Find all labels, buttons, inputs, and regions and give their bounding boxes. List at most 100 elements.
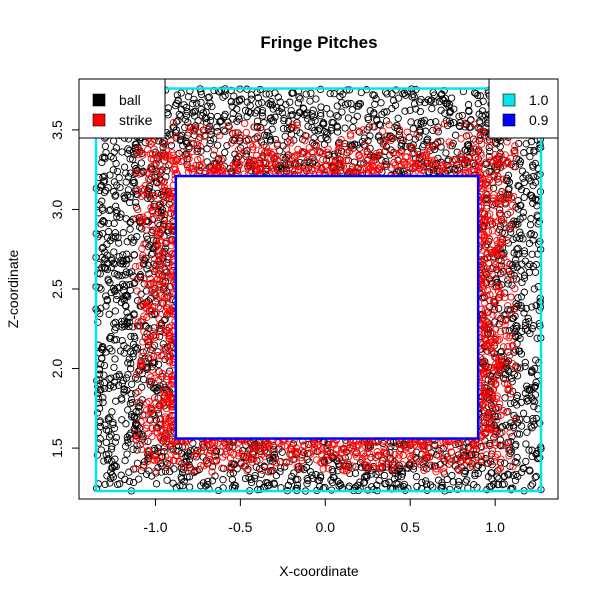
ball-point	[269, 117, 278, 125]
strike-point	[150, 255, 159, 263]
ball-point	[110, 219, 118, 227]
ball-point	[112, 202, 120, 210]
ball-point	[528, 192, 536, 200]
strike-point	[483, 394, 491, 403]
strike-point	[433, 126, 441, 134]
strike-point	[479, 292, 487, 300]
ball-point	[415, 98, 424, 106]
strike-point	[491, 283, 499, 291]
ball-point	[519, 208, 527, 217]
strike-point	[212, 457, 221, 465]
strike-point	[493, 450, 502, 459]
strike-point	[159, 139, 168, 147]
strike-point	[488, 227, 496, 235]
ball-point	[167, 342, 175, 350]
ball-point	[528, 250, 536, 258]
strike-point	[164, 309, 172, 317]
strike-point	[398, 460, 406, 469]
ball-point	[197, 98, 205, 107]
strike-point	[175, 458, 183, 466]
ball-point	[122, 374, 131, 382]
strike-point	[496, 328, 505, 336]
strike-point	[167, 336, 175, 345]
strike-point	[150, 177, 158, 186]
ball-point	[413, 482, 421, 491]
strike-point	[132, 370, 141, 379]
ball-point	[133, 459, 142, 467]
ball-point	[495, 474, 503, 483]
ball-point	[134, 403, 143, 411]
ball-point	[193, 99, 201, 107]
strike-point	[133, 275, 141, 283]
ball-point	[514, 294, 522, 302]
legend-label: strike	[119, 112, 153, 128]
ball-point	[522, 457, 530, 466]
strike-point	[180, 157, 188, 165]
ball-point	[120, 386, 128, 394]
strike-point	[374, 451, 382, 459]
ball-point	[512, 203, 520, 211]
strike-point	[221, 450, 230, 459]
strike-point	[473, 161, 482, 169]
strike-point	[304, 151, 312, 159]
ball-point	[520, 149, 528, 157]
ball-point	[322, 129, 331, 137]
ball-point	[164, 292, 172, 300]
strike-point	[483, 309, 491, 317]
ball-point	[338, 108, 346, 116]
ball-point	[535, 218, 543, 226]
strike-point	[503, 438, 511, 447]
ball-point	[100, 457, 108, 465]
strike-point	[286, 457, 294, 466]
strike-point	[480, 262, 488, 271]
ball-point	[110, 363, 118, 372]
ball-point	[174, 97, 182, 105]
strike-point	[248, 458, 256, 466]
ball-point	[352, 463, 360, 471]
strike-point	[472, 137, 480, 145]
strike-point	[432, 468, 440, 476]
ball-point	[309, 106, 317, 114]
ball-point	[495, 304, 503, 313]
ball-point	[511, 146, 519, 155]
strike-point	[141, 182, 149, 190]
ball-point	[513, 322, 521, 330]
ball-point	[130, 251, 138, 259]
y-axis-label: Z-coordinate	[5, 249, 21, 328]
ball-point	[504, 171, 513, 179]
ball-point	[266, 101, 275, 109]
ball-point	[532, 472, 541, 481]
ball-point	[293, 119, 301, 127]
strike-point	[362, 461, 371, 469]
ball-point	[104, 227, 113, 236]
ball-point	[138, 225, 146, 233]
strike-point	[134, 186, 142, 195]
ball-point	[213, 112, 222, 121]
ball-point	[527, 215, 535, 223]
ball-point	[127, 359, 135, 368]
strike-point	[511, 149, 519, 157]
ball-point	[455, 481, 463, 489]
strike-point	[330, 439, 339, 448]
strike-point	[149, 207, 157, 216]
strike-point	[465, 131, 473, 139]
ball-point	[115, 272, 123, 280]
ball-point	[409, 125, 417, 133]
strike-point	[437, 444, 445, 453]
ball-point	[112, 462, 120, 471]
strike-point	[250, 123, 259, 131]
strike-point	[156, 236, 164, 245]
y-tick-label: 3.5	[49, 120, 65, 140]
ball-point	[144, 261, 153, 269]
strike-point	[165, 323, 173, 332]
ball-point	[233, 117, 241, 125]
ball-point	[120, 349, 128, 357]
strike-point	[152, 243, 160, 252]
ball-point	[315, 476, 323, 485]
strike-point	[482, 340, 491, 348]
strike-point	[155, 315, 163, 323]
ball-point	[529, 414, 537, 423]
ball-point	[450, 105, 458, 113]
strike-point	[335, 144, 343, 152]
strike-point	[244, 135, 253, 143]
